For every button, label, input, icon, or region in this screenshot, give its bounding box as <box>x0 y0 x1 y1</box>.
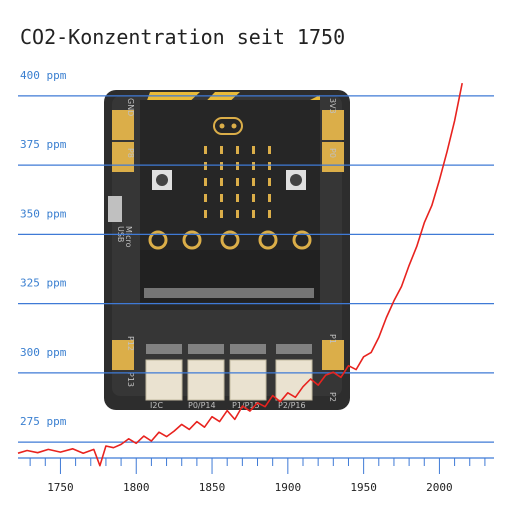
y-tick-label-325: 325 ppm <box>20 277 67 290</box>
board-label-p12: P12 <box>126 336 135 351</box>
x-tick-label-1850: 1850 <box>199 481 226 494</box>
gridlines <box>18 95 494 443</box>
board-label-p0: P0 <box>328 148 337 158</box>
x-tick-label-1950: 1950 <box>350 481 377 494</box>
x-tick-label-1750: 1750 <box>47 481 74 494</box>
y-tick-label-375: 375 ppm <box>20 138 67 151</box>
board-label-p1p15: P1/P15 <box>232 401 260 410</box>
board-label-p13: P13 <box>126 372 135 387</box>
series-lines <box>17 82 463 467</box>
y-tick-label-275: 275 ppm <box>20 415 67 428</box>
board-label-p1: P1 <box>328 334 337 344</box>
y-tick-labels: 275 ppm 300 ppm 325 ppm 350 ppm 375 ppm 400 p… <box>20 69 67 428</box>
y-tick-label-400: 400 ppm <box>20 69 67 82</box>
board-label-micro: Micro <box>124 226 133 248</box>
board-photo: GND 3V3 P8 P0 P1 P2 P12 P13 I2C P0/P14 P… <box>100 86 354 416</box>
board-label-gnd: GND <box>126 98 135 116</box>
board-label-p0p14: P0/P14 <box>188 401 216 410</box>
chart-title: CO2-Konzentration seit 1750 <box>20 25 345 49</box>
x-axis: 1750 1800 1850 1900 1950 2000 <box>18 457 494 494</box>
board-label-p2p16: P2/P16 <box>278 401 306 410</box>
x-tick-label-2000: 2000 <box>426 481 453 494</box>
board-label-i2c: I2C <box>150 401 163 410</box>
board-label-p8: P8 <box>126 148 135 158</box>
x-tick-label-1900: 1900 <box>275 481 302 494</box>
board-label-p2: P2 <box>328 392 337 402</box>
x-tick-label-1800: 1800 <box>123 481 150 494</box>
board-label-3v3: 3V3 <box>328 98 337 114</box>
y-tick-label-350: 350 ppm <box>20 207 67 220</box>
series-line-0 <box>17 82 463 467</box>
y-tick-label-300: 300 ppm <box>20 346 67 359</box>
